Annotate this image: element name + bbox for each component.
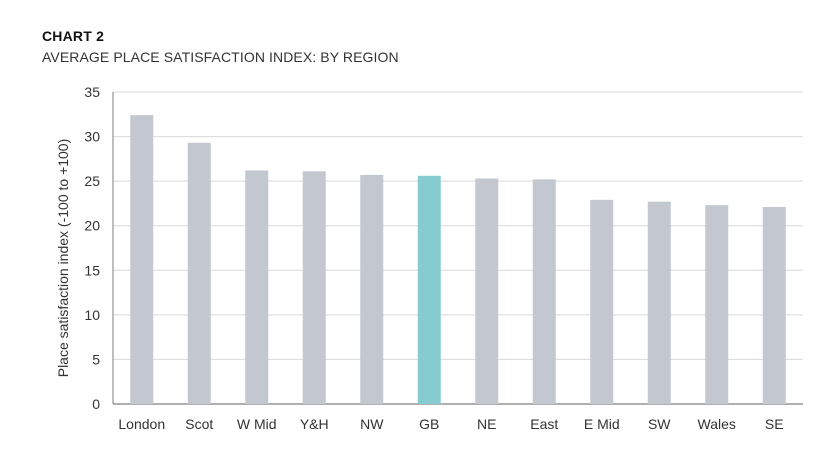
bar-ne <box>475 178 499 404</box>
bar-scot <box>187 142 211 404</box>
y-tick-label: 0 <box>92 396 100 412</box>
chart-title: AVERAGE PLACE SATISFACTION INDEX: BY REG… <box>42 49 399 65</box>
x-tick-label: W Mid <box>237 416 277 432</box>
x-tick-label: NE <box>477 416 496 432</box>
y-tick-label: 15 <box>84 262 100 278</box>
y-tick-label: 10 <box>84 307 100 323</box>
x-tick-label: SW <box>648 416 671 432</box>
x-tick-label: GB <box>419 416 439 432</box>
y-tick-label: 20 <box>84 218 100 234</box>
y-axis-ticks: 0 5 10 15 20 25 30 35 <box>84 84 100 412</box>
bar-gb <box>417 175 441 404</box>
x-axis-ticks: London Scot W Mid Y&H NW GB NE East E Mid SW Wales… <box>118 416 783 432</box>
x-tick-label: London <box>118 416 165 432</box>
bar-se <box>762 206 786 404</box>
x-tick-label: E Mid <box>584 416 620 432</box>
bar-e-mid <box>590 199 614 404</box>
y-tick-label: 35 <box>84 84 100 100</box>
bar-nw <box>360 174 384 404</box>
x-tick-label: SE <box>765 416 784 432</box>
bar-wales <box>705 205 729 404</box>
y-tick-label: 25 <box>84 173 100 189</box>
y-tick-label: 30 <box>84 129 100 145</box>
chart-label: CHART 2 <box>42 28 105 44</box>
x-tick-label: Y&H <box>300 416 329 432</box>
gridlines <box>112 91 803 405</box>
bar-y-h <box>302 171 326 404</box>
bar-east <box>532 179 556 404</box>
bar-sw <box>647 201 671 404</box>
y-axis-label: Place satisfaction index (-100 to +100) <box>55 139 71 378</box>
x-tick-label: NW <box>360 416 384 432</box>
x-tick-label: Scot <box>185 416 213 432</box>
x-tick-label: East <box>530 416 558 432</box>
bar-w-mid <box>245 170 269 404</box>
y-tick-label: 5 <box>92 351 100 367</box>
x-tick-label: Wales <box>698 416 736 432</box>
bar-london <box>130 115 154 405</box>
bars <box>130 115 786 405</box>
